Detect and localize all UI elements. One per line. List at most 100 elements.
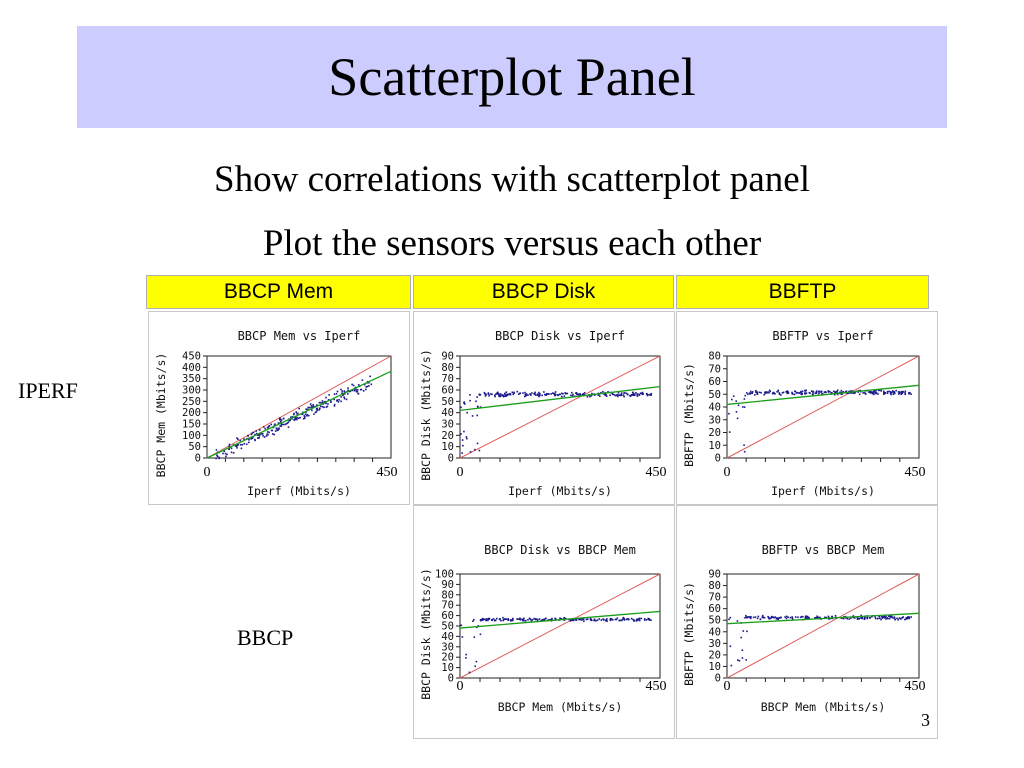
- y-tick-label: 70: [708, 592, 721, 604]
- data-point: [778, 393, 781, 395]
- data-point: [465, 653, 467, 656]
- data-point: [524, 620, 527, 622]
- data-point: [893, 390, 895, 393]
- data-point: [309, 406, 311, 409]
- data-point: [318, 407, 321, 410]
- data-point: [591, 392, 593, 395]
- y-tick-label: 20: [441, 430, 454, 442]
- data-point: [639, 392, 642, 394]
- data-point: [883, 615, 886, 618]
- data-point: [518, 618, 521, 620]
- data-point: [534, 391, 536, 394]
- data-point: [506, 393, 509, 396]
- data-point: [854, 391, 856, 394]
- diagonal-reference-line: [726, 573, 920, 679]
- data-point: [294, 416, 297, 419]
- data-point: [885, 618, 887, 620]
- data-point: [892, 391, 894, 394]
- data-point: [880, 389, 882, 391]
- data-point: [827, 390, 829, 392]
- y-axis-label: BBCP Disk (Mbits/s): [419, 568, 433, 700]
- data-point: [874, 392, 877, 394]
- data-point: [585, 618, 588, 621]
- data-point: [494, 619, 497, 622]
- data-point: [638, 394, 641, 396]
- data-point: [341, 392, 343, 394]
- data-point: [495, 393, 497, 395]
- data-point: [890, 393, 892, 396]
- data-point: [892, 617, 894, 619]
- data-point: [746, 630, 748, 633]
- data-point: [801, 390, 804, 393]
- data-point: [355, 390, 358, 393]
- data-point: [778, 617, 781, 619]
- data-point: [370, 383, 373, 386]
- data-point: [840, 389, 843, 392]
- data-point: [848, 390, 850, 393]
- data-point: [298, 407, 300, 410]
- data-point: [565, 392, 567, 395]
- y-tick-label: 400: [182, 362, 201, 374]
- data-point: [248, 439, 250, 441]
- data-point: [344, 393, 346, 395]
- data-point: [509, 392, 511, 395]
- y-tick-label: 0: [448, 453, 454, 465]
- data-point: [255, 432, 258, 435]
- data-point: [313, 413, 315, 415]
- data-point: [762, 616, 765, 619]
- data-point: [305, 411, 307, 413]
- data-point: [600, 619, 603, 621]
- data-point: [620, 393, 623, 396]
- data-point: [758, 391, 761, 394]
- data-point: [359, 388, 362, 391]
- data-point: [321, 405, 324, 408]
- data-point: [816, 615, 818, 618]
- data-point: [478, 394, 481, 396]
- data-point: [853, 617, 856, 619]
- data-point: [862, 392, 864, 394]
- y-tick-label: 90: [708, 569, 721, 581]
- data-point: [510, 620, 512, 622]
- data-point: [623, 392, 625, 394]
- data-point: [908, 617, 911, 620]
- data-point: [465, 437, 468, 440]
- data-point: [368, 385, 370, 387]
- data-point: [885, 615, 887, 618]
- data-point: [884, 616, 886, 619]
- data-point: [544, 617, 547, 620]
- data-point: [825, 391, 827, 394]
- data-point: [460, 433, 462, 435]
- data-point: [524, 391, 526, 394]
- data-point: [745, 392, 748, 394]
- data-point: [736, 620, 739, 622]
- data-point: [791, 391, 793, 394]
- page-number: 3: [921, 710, 930, 730]
- data-point: [622, 617, 625, 620]
- data-point: [254, 439, 256, 442]
- data-point: [353, 389, 356, 392]
- data-point: [303, 415, 306, 418]
- data-point: [633, 394, 636, 397]
- data-point: [805, 389, 807, 392]
- data-point: [365, 386, 368, 388]
- data-point: [831, 615, 833, 618]
- data-point: [274, 423, 276, 425]
- data-point: [808, 617, 811, 619]
- data-point: [859, 389, 862, 392]
- data-point: [749, 616, 751, 619]
- x-tick-label: 0: [724, 679, 731, 694]
- data-point: [499, 393, 502, 395]
- data-point: [799, 616, 802, 619]
- data-point: [500, 619, 502, 622]
- data-point: [345, 398, 348, 401]
- data-point: [302, 417, 305, 420]
- data-point: [494, 395, 496, 398]
- data-point: [898, 392, 901, 394]
- data-point: [266, 426, 269, 429]
- data-point: [357, 392, 359, 395]
- data-point: [605, 619, 607, 622]
- data-point: [333, 398, 335, 401]
- data-point: [529, 393, 531, 395]
- data-point: [728, 618, 730, 621]
